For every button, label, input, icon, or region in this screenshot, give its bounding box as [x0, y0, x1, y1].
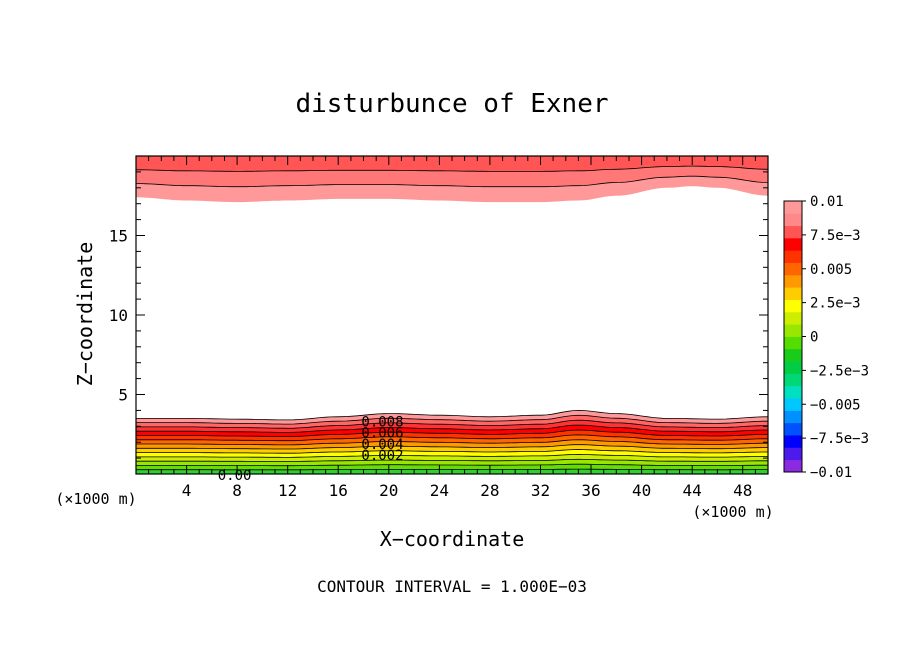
- colorbar-label: 7.5e−3: [810, 228, 861, 244]
- contour-label: 0.004: [361, 437, 403, 453]
- lower-contour-band: [136, 464, 768, 470]
- x-tick-label: 12: [278, 481, 297, 500]
- contour-label: 0.00: [218, 468, 252, 484]
- colorbar-swatch: [784, 213, 802, 227]
- colorbar-swatch: [784, 250, 802, 263]
- y-axis-label: Z−coordinate: [73, 242, 97, 387]
- x-tick-label: 44: [683, 481, 702, 500]
- x-tick-label: 36: [581, 481, 600, 500]
- colorbar-swatch: [784, 447, 802, 461]
- colorbar: 0.01 7.5e−3 0.005 2.5e−3 0 −2.5e−3 −0.005 −7.5e…: [783, 194, 869, 481]
- lower-contour-band: [136, 410, 768, 425]
- colorbar-label: 2.5e−3: [810, 296, 861, 312]
- x-tick-label: 4: [182, 481, 192, 500]
- lower-contour-line: [136, 449, 768, 454]
- lower-contour-line: [136, 453, 768, 458]
- lower-contour-line: [136, 409, 768, 421]
- colorbar-swatch: [784, 299, 802, 313]
- lower-contour-band: [136, 420, 768, 433]
- contour-fills: [136, 156, 768, 474]
- colorbar-swatch: [784, 201, 802, 214]
- x-tick-label: 20: [379, 481, 398, 500]
- contour-label: 0.002: [361, 448, 403, 464]
- lower-contour-band: [136, 444, 768, 454]
- colorbar-swatch: [784, 435, 802, 448]
- colorbar-swatch: [784, 324, 802, 337]
- colorbar-swatch: [784, 422, 802, 436]
- lower-contour-line: [136, 439, 768, 446]
- lower-contour-line: [136, 458, 768, 462]
- colorbar-swatch: [784, 373, 802, 387]
- lower-contour-band: [136, 430, 768, 441]
- lower-contour-band: [136, 425, 768, 437]
- colorbar-swatch: [784, 225, 802, 239]
- colorbar-label: 0.005: [810, 262, 852, 278]
- contour-label: 0.008: [361, 415, 403, 431]
- colorbar-label: 0.01: [810, 194, 844, 210]
- upper-contour-band: [136, 176, 768, 203]
- colorbar-swatch: [784, 459, 802, 473]
- lower-contour-line: [136, 463, 768, 467]
- colorbar-swatch: [784, 274, 802, 288]
- chart-title: disturbunce of Exner: [295, 89, 608, 119]
- lower-contour-band: [136, 434, 768, 445]
- y-tick-label: 10: [109, 306, 128, 325]
- contour-label: 0.006: [361, 426, 403, 442]
- upper-contour-line: [136, 175, 768, 188]
- x-tick-label: 16: [329, 481, 348, 500]
- colorbar-swatch: [784, 361, 802, 374]
- x-unit-left: (×1000 m): [55, 490, 136, 508]
- x-tick-label: 28: [480, 481, 499, 500]
- colorbar-swatch: [784, 262, 802, 276]
- lower-contour-line: [136, 434, 768, 442]
- colorbar-label: −7.5e−3: [810, 431, 869, 447]
- colorbar-swatch: [784, 410, 802, 424]
- colorbar-label: −0.005: [810, 397, 861, 413]
- lower-contour-band: [136, 439, 768, 449]
- plot-area: 4 8 12 16 20 24 28 32 36 40 44 48510150.0080.0060.0…: [109, 155, 769, 500]
- upper-contour-band: [136, 166, 768, 187]
- x-tick-label: 32: [531, 481, 550, 500]
- x-tick-label: 24: [430, 481, 449, 500]
- lower-contour-line: [136, 429, 768, 438]
- x-tick-label: 48: [733, 481, 752, 500]
- lower-contour-line: [136, 424, 768, 433]
- y-tick-label: 5: [118, 386, 128, 405]
- colorbar-label: −2.5e−3: [810, 363, 869, 379]
- lower-contour-band: [136, 449, 768, 458]
- colorbar-swatch: [784, 385, 802, 399]
- colorbar-swatch: [784, 398, 802, 411]
- colorbar-swatch: [784, 348, 802, 362]
- contour-interval-footer: CONTOUR INTERVAL = 1.000E−03: [317, 577, 587, 596]
- colorbar-swatch: [784, 336, 802, 350]
- lower-contour-line: [136, 444, 768, 450]
- x-tick-label: 40: [632, 481, 651, 500]
- lower-contour-line: [136, 419, 768, 429]
- y-tick-label: 15: [109, 227, 128, 246]
- x-tick-label: 8: [232, 481, 242, 500]
- x-axis: 4 8 12 16 20 24 28 32 36 40 44 48: [148, 156, 756, 500]
- upper-contour-band: [136, 156, 768, 172]
- x-unit-right: (×1000 m): [692, 503, 773, 521]
- colorbar-swatch: [784, 287, 802, 300]
- lower-contour-line: [136, 414, 768, 425]
- lower-contour-band: [136, 459, 768, 466]
- colorbar-swatch: [784, 237, 802, 251]
- upper-contour-line: [136, 165, 768, 172]
- x-axis-label: X−coordinate: [380, 527, 525, 551]
- y-axis: 5 10 15: [109, 171, 768, 459]
- colorbar-label: −0.01: [810, 465, 852, 481]
- colorbar-swatch: [784, 311, 802, 325]
- lower-contour-band: [136, 415, 768, 429]
- colorbar-label: 0: [810, 330, 818, 346]
